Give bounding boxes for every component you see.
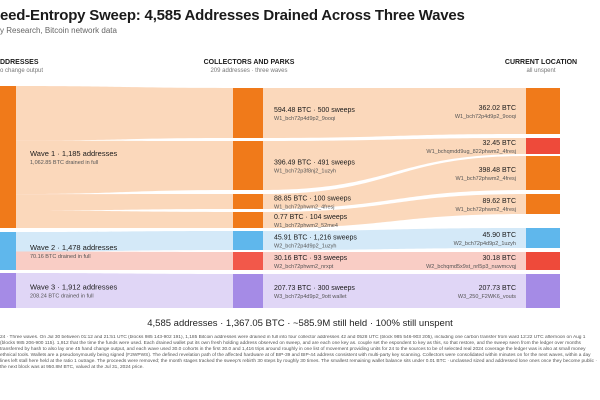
page-title: eed-Entropy Sweep: 4,585 Addresses Drain…	[0, 7, 465, 24]
collector-address: W2_bch72phwm2_nrxpt	[274, 264, 334, 270]
link-collector-to-destination-4	[263, 194, 526, 228]
destination-node-2	[526, 138, 560, 154]
collector-amount: 0.77 BTC · 104 sweeps	[274, 214, 348, 221]
destination-node-3	[526, 156, 560, 190]
link-source-to-collector-4	[16, 210, 233, 228]
collector-node-2	[233, 141, 263, 190]
collector-node-4	[233, 212, 263, 228]
wave-label: Wave 1 · 1,185 addresses	[30, 149, 118, 158]
destination-address: W2_bchqmd5x9st_nrl5p3_nuwmcvqj	[426, 264, 516, 270]
collector-amount: 45.91 BTC · 1,216 sweeps	[274, 235, 357, 242]
collector-amount: 594.48 BTC · 500 sweeps	[274, 107, 355, 114]
link-source-to-collector-7	[16, 273, 233, 308]
current-column-header: CURRENT LOCATION	[504, 59, 578, 66]
destination-amount: 207.73 BTC	[479, 285, 516, 292]
collectors-column-subheader: 209 addresses · three waves	[210, 68, 288, 74]
collector-address: W1_bch72p4d9p2_9ooqi	[274, 116, 335, 122]
current-column-subheader: all unspent	[526, 68, 556, 74]
wave-sublabel: 1,062.85 BTC drained in full	[30, 160, 98, 166]
link-source-to-collector-6	[16, 251, 233, 270]
collector-address: W3_bch72p4d9p2_9ott wallet	[274, 294, 347, 300]
destination-address: W2_bch72p4d9p2_1uzyh	[454, 241, 516, 247]
destination-address: W1_bch72phwm2_4fresj	[455, 207, 516, 213]
sankey-nodes	[0, 86, 560, 308]
destination-node-6	[526, 252, 560, 270]
link-collector-to-destination-7	[263, 274, 526, 308]
collector-node-7	[233, 274, 263, 308]
destination-amount: 30.18 BTC	[483, 255, 516, 262]
destination-amount: 398.48 BTC	[479, 167, 516, 174]
collector-amount: 88.85 BTC · 100 sweeps	[274, 196, 352, 203]
sankey-labels: Wave 1 · 1,185 addresses 1,062.85 BTC dra…	[30, 105, 516, 300]
collector-address: W1_bch72phwm2_52me4	[274, 223, 338, 229]
destination-amount: 362.02 BTC	[479, 105, 516, 112]
sources-column-subheader: o change output	[0, 68, 44, 74]
wave-sublabel: 70.16 BTC drained in full	[30, 254, 91, 260]
collector-amount: 207.73 BTC · 300 sweeps	[274, 285, 355, 292]
source-node-wave-1	[0, 86, 16, 228]
sankey-links	[16, 86, 526, 308]
link-collector-to-destination-5	[263, 228, 526, 250]
collector-amount: 30.16 BTC · 93 sweeps	[274, 255, 348, 262]
collector-node-3	[233, 194, 263, 209]
summary-line: 4,585 addresses · 1,367.05 BTC · ~585.9M…	[147, 318, 453, 329]
link-collector-to-destination-1	[263, 88, 526, 138]
destination-amount: 32.45 BTC	[483, 140, 516, 147]
link-source-to-collector-5	[16, 231, 233, 252]
collector-amount: 396.49 BTC · 491 sweeps	[274, 160, 355, 167]
collector-address: W1_bch72phwm2_4fresj	[274, 205, 335, 211]
source-node-wave-2	[0, 232, 16, 270]
destination-address: W1_bch72phwm2_4fresj	[455, 176, 516, 182]
collector-node-1	[233, 88, 263, 138]
destination-address: W3_250_F2WK6_vouts	[458, 294, 516, 300]
collector-node-6	[233, 252, 263, 270]
destination-amount: 89.62 BTC	[483, 198, 516, 205]
link-source-to-collector-1	[16, 86, 233, 141]
collector-node-5	[233, 231, 263, 250]
collector-address: W2_bch72p4d9p2_1uzyh	[274, 244, 336, 250]
link-collector-to-destination-6	[263, 252, 526, 270]
destination-node-1	[526, 88, 560, 134]
destination-amount: 45.90 BTC	[483, 232, 516, 239]
link-collector-to-destination-2	[263, 138, 526, 190]
link-source-to-collector-3	[16, 194, 233, 211]
destination-node-5	[526, 228, 560, 248]
wave-label: Wave 3 · 1,912 addresses	[30, 283, 118, 292]
link-collector-to-destination-3	[263, 156, 526, 209]
collector-address: W1_bch72p3f8nj2_1uzyh	[274, 169, 336, 175]
collectors-column-header: COLLECTORS AND PARKS	[203, 59, 295, 66]
destination-address: W1_bchqmdd9ug_822phwm2_4fresj	[426, 149, 516, 155]
wave-sublabel: 208.24 BTC drained in full	[30, 294, 94, 300]
sankey-diagram: Wave 1 · 1,185 addresses 1,062.85 BTC dra…	[0, 86, 560, 308]
destination-node-4	[526, 194, 560, 214]
wave-label: Wave 2 · 1,478 addresses	[30, 243, 118, 252]
source-node-wave-3	[0, 273, 16, 308]
destination-address: W1_bch72p4d9p2_9ooqi	[455, 114, 516, 120]
footnote: 24 · Three waves. On Jul 30 between 01:1…	[0, 335, 597, 370]
page-subtitle: y Research, Bitcoin network data	[0, 26, 117, 35]
link-source-to-collector-2	[16, 140, 233, 195]
destination-node-7	[526, 274, 560, 308]
sources-column-header: DDRESSES	[0, 59, 39, 66]
